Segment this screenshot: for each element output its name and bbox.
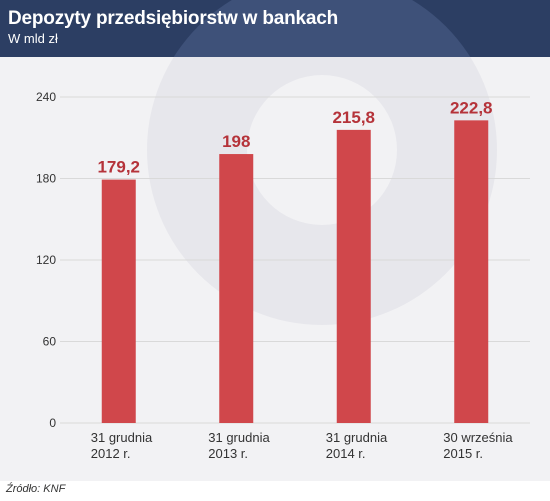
- bar: [219, 154, 254, 424]
- x-tick-label: 31 grudnia: [208, 430, 270, 445]
- y-tick-label: 240: [36, 90, 56, 104]
- y-tick-label: 180: [36, 172, 56, 186]
- x-tick-label: 2013 r.: [208, 446, 248, 461]
- data-label: 198: [222, 132, 250, 151]
- bar: [336, 129, 371, 423]
- x-tick-label: 2014 r.: [326, 446, 366, 461]
- x-tick-label: 31 grudnia: [326, 430, 388, 445]
- bar: [101, 179, 136, 423]
- y-tick-label: 120: [36, 253, 56, 267]
- x-tick-label: 30 września: [443, 430, 513, 445]
- x-tick-label: 2012 r.: [91, 446, 131, 461]
- source-note: Źródło: KNF: [6, 483, 66, 495]
- y-tick-label: 0: [49, 416, 56, 430]
- data-label: 179,2: [97, 158, 140, 177]
- data-label: 222,8: [450, 98, 493, 117]
- y-tick-label: 60: [43, 335, 57, 349]
- data-label: 215,8: [332, 108, 375, 127]
- bar: [454, 120, 489, 423]
- chart-subtitle: W mld zł: [8, 31, 58, 46]
- chart-title: Depozyty przedsiębiorstw w bankach: [8, 8, 339, 29]
- x-tick-label: 2015 r.: [443, 446, 483, 461]
- x-tick-label: 31 grudnia: [91, 430, 153, 445]
